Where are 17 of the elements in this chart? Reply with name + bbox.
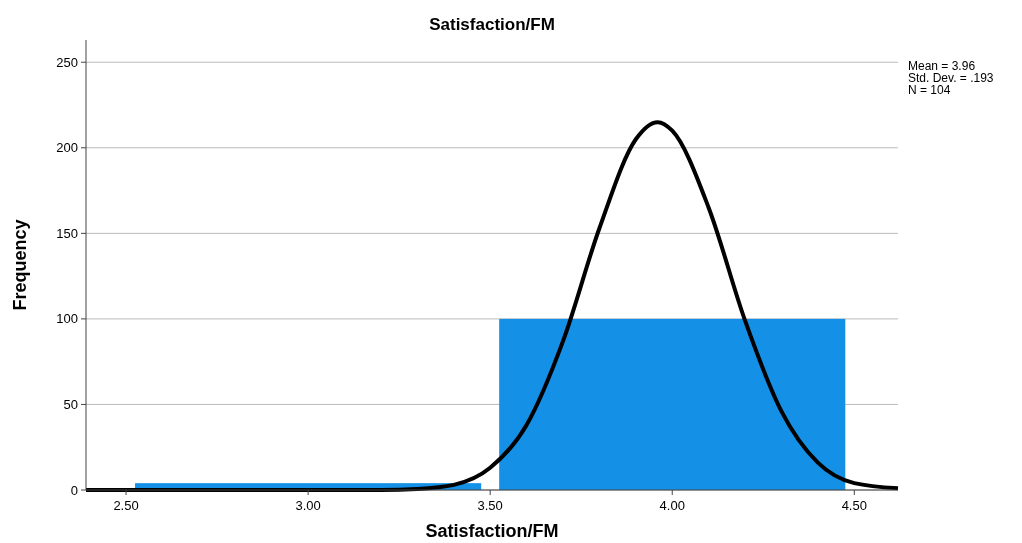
y-axis-title: Frequency [10,219,30,311]
y-tick-label: 50 [63,397,78,412]
y-tick-label: 200 [56,140,78,156]
chart-title: Satisfaction/FM [429,15,555,34]
y-tick-label: 100 [56,311,78,327]
y-tick-label: 0 [70,482,78,498]
y-tick-label: 150 [56,225,78,241]
text: Mean = 3.96 [908,59,976,73]
x-tick-label: 2.50 [113,498,139,513]
text: Std. Dev. = .193 [908,71,994,85]
y-tick-label: 250 [56,54,78,70]
x-tick-label: 4.00 [659,498,685,513]
x-tick-label: 4.50 [841,498,867,513]
text: N = 104 [908,83,951,97]
x-tick-label: 3.00 [295,498,321,513]
x-axis-title: Satisfaction/FM [425,521,559,541]
x-tick-label: 3.50 [477,498,503,513]
